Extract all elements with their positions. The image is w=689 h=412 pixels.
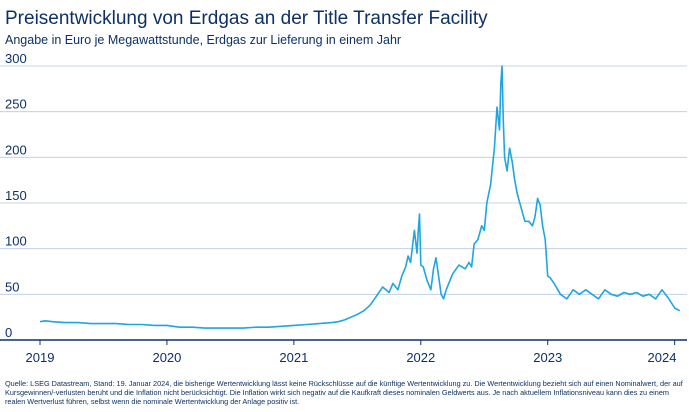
y-tick-label: 100 <box>5 234 27 249</box>
source-note: Quelle: LSEG Datastream, Stand: 19. Janu… <box>5 379 683 406</box>
series-layer <box>39 65 681 329</box>
x-tick-labels: 2019 2020 2021 2022 2023 2024 <box>26 340 677 365</box>
gas-price-line <box>39 65 681 329</box>
y-tick-label: 0 <box>5 325 12 340</box>
x-tick-label: 2022 <box>406 350 435 365</box>
y-tick-label: 200 <box>5 142 27 157</box>
y-tick-label: 50 <box>5 279 19 294</box>
x-tick-label: 2021 <box>279 350 308 365</box>
y-tick-label: 300 <box>5 51 27 66</box>
y-tick-label: 150 <box>5 188 27 203</box>
y-tick-label: 250 <box>5 97 27 112</box>
chart-subtitle: Angabe in Euro je Megawattstunde, Erdgas… <box>5 33 402 47</box>
x-tick-label: 2024 <box>648 350 677 365</box>
y-tick-labels: 0 50 100 150 200 250 300 <box>5 51 27 340</box>
x-tick-label: 2023 <box>533 350 562 365</box>
chart-title: Preisentwicklung von Erdgas an der Title… <box>5 8 488 29</box>
x-tick-label: 2020 <box>152 350 181 365</box>
gridlines <box>0 65 687 341</box>
x-tick-label: 2019 <box>26 350 55 365</box>
